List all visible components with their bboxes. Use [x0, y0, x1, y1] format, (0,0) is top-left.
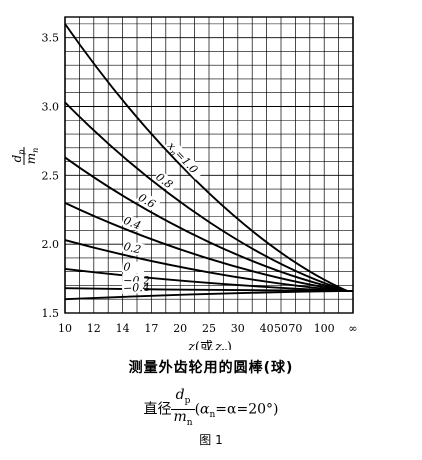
series-line — [64, 239, 348, 292]
x-tick-label: 40 — [260, 322, 274, 335]
plot-frame — [64, 16, 354, 314]
x-tick-label: 14 — [116, 322, 130, 335]
svg-text:dp: dp — [10, 150, 26, 163]
series-label: 0.2 — [121, 239, 146, 257]
series-line — [64, 268, 348, 292]
formula-prefix: 直径 — [143, 401, 172, 418]
svg-text:0.2: 0.2 — [122, 240, 142, 257]
series-label: 0.6 — [135, 190, 161, 212]
formula-fraction: dp mn — [171, 387, 195, 428]
svg-text:0: 0 — [123, 260, 131, 274]
y-tick-labels: 3.5 3.0 2.5 2.0 1.5 — [42, 32, 60, 320]
curves — [64, 23, 353, 301]
series-label: −0.4 — [121, 281, 150, 295]
figure-number: 图 1 — [199, 433, 223, 447]
x-tick-labels: 10 12 14 17 20 25 30 40 50 70 100 ∞ — [58, 322, 358, 335]
svg-text:0.4: 0.4 — [122, 214, 143, 233]
y-tick-label: 2.5 — [42, 169, 60, 182]
series-line — [64, 156, 348, 292]
y-tick-label: 2.0 — [42, 238, 60, 251]
series-label: 0 — [121, 260, 145, 275]
x-tick-label: 50 — [274, 322, 288, 335]
x-tick-label: 17 — [144, 322, 158, 335]
x-tick-label: 25 — [202, 322, 216, 335]
svg-text:−0.4: −0.4 — [123, 281, 150, 295]
series-label: 0.4 — [121, 213, 147, 233]
x-tick-label: 20 — [173, 322, 187, 335]
y-tick-label: 1.5 — [42, 307, 60, 320]
series-line — [64, 202, 348, 292]
grid — [64, 16, 354, 314]
y-tick-label: 3.0 — [42, 100, 60, 113]
y-axis-label: dp mn — [10, 147, 40, 165]
chart: xn=1.00.80.60.40.20−0.2−0.4 3.53.02.52.0… — [10, 16, 358, 350]
x-tick-label: 12 — [87, 322, 101, 335]
series-line — [64, 101, 348, 292]
x-tick-label: 10 — [58, 322, 72, 335]
x-axis-label: z(或zv) — [187, 340, 232, 350]
figure-caption-title: 测量外齿轮用的圆棒(球) — [128, 360, 294, 376]
y-tick-label: 3.5 — [42, 32, 60, 45]
x-tick-label: 70 — [288, 322, 302, 335]
x-tick-label: ∞ — [348, 322, 357, 335]
figure-caption-formula: 直径 dp mn (αn=α=20°) — [0, 388, 422, 431]
series-line — [64, 23, 348, 292]
series-line — [64, 290, 348, 301]
x-tick-label: 100 — [314, 322, 335, 335]
x-tick-label: 30 — [231, 322, 245, 335]
svg-text:mn: mn — [24, 148, 40, 165]
